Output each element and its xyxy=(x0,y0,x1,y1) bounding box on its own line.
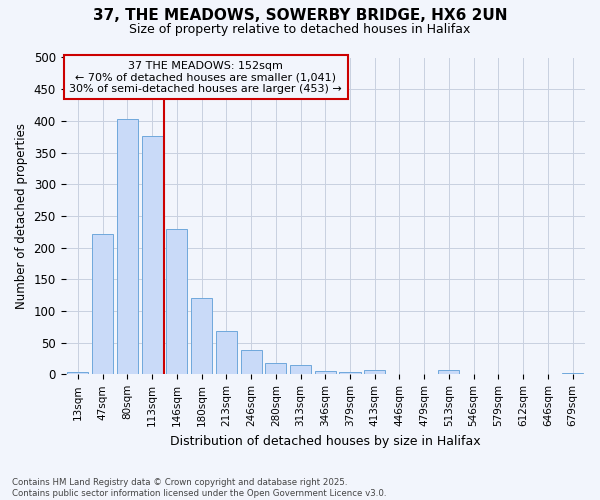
Text: 37, THE MEADOWS, SOWERBY BRIDGE, HX6 2UN: 37, THE MEADOWS, SOWERBY BRIDGE, HX6 2UN xyxy=(93,8,507,22)
Text: 37 THE MEADOWS: 152sqm
← 70% of detached houses are smaller (1,041)
30% of semi-: 37 THE MEADOWS: 152sqm ← 70% of detached… xyxy=(70,60,342,94)
X-axis label: Distribution of detached houses by size in Halifax: Distribution of detached houses by size … xyxy=(170,434,481,448)
Bar xyxy=(191,298,212,374)
Text: Size of property relative to detached houses in Halifax: Size of property relative to detached ho… xyxy=(130,22,470,36)
Bar xyxy=(439,370,460,374)
Bar xyxy=(92,234,113,374)
Bar xyxy=(117,119,138,374)
Bar xyxy=(241,350,262,374)
Bar xyxy=(290,366,311,374)
Text: Contains HM Land Registry data © Crown copyright and database right 2025.
Contai: Contains HM Land Registry data © Crown c… xyxy=(12,478,386,498)
Bar xyxy=(166,228,187,374)
Bar xyxy=(340,372,361,374)
Bar xyxy=(67,372,88,374)
Bar xyxy=(142,136,163,374)
Y-axis label: Number of detached properties: Number of detached properties xyxy=(15,123,28,309)
Bar xyxy=(364,370,385,374)
Bar xyxy=(216,331,237,374)
Bar xyxy=(562,373,583,374)
Bar xyxy=(315,370,336,374)
Bar xyxy=(265,363,286,374)
